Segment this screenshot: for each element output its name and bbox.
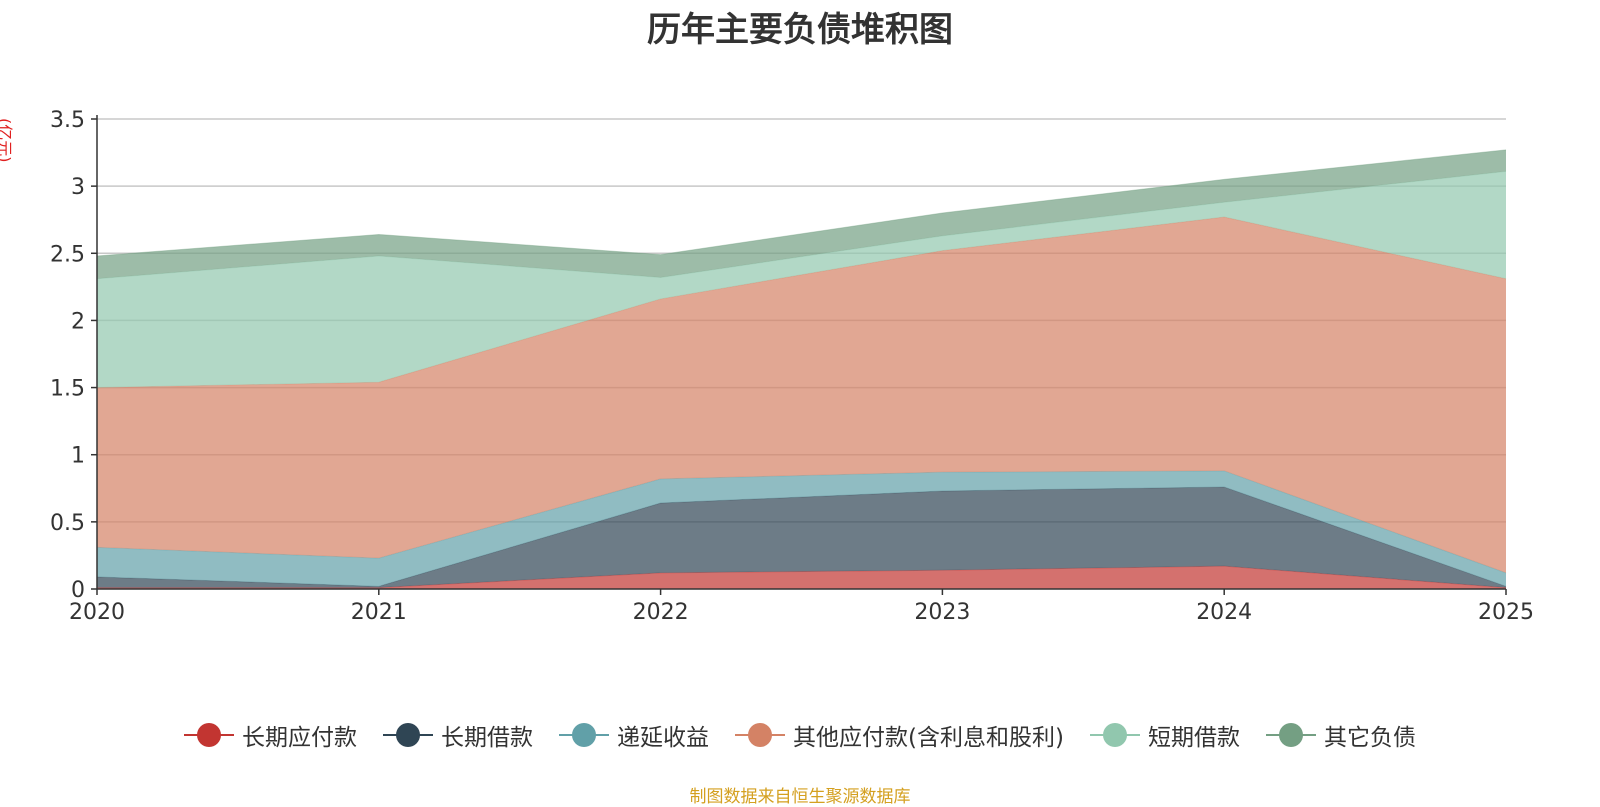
legend-item[interactable]: 其他应付款(含利息和股利) — [735, 718, 1064, 752]
legend-item[interactable]: 长期借款 — [383, 718, 533, 752]
legend-label: 短期借款 — [1147, 725, 1240, 751]
legend-label: 长期借款 — [441, 725, 534, 751]
x-tick-label: 2022 — [633, 600, 689, 625]
y-tick-label: 0.5 — [50, 511, 85, 536]
legend-item[interactable]: 长期应付款 — [184, 718, 357, 752]
y-tick-label: 2 — [71, 309, 85, 334]
y-tick-label: 1 — [71, 444, 85, 469]
x-tick-label: 2025 — [1478, 600, 1534, 625]
legend-label: 其他应付款(含利息和股利) — [793, 725, 1064, 751]
y-tick-label: 3.5 — [50, 108, 85, 133]
x-tick-label: 2024 — [1196, 600, 1252, 625]
area-line-series-6 — [96, 149, 1507, 257]
legend-marker-icon — [184, 722, 235, 748]
legend: 长期应付款 长期借款 递延收益 其他应付款(含利息和股利) 短期借款 其它负债 — [0, 718, 1600, 752]
legend-marker-icon — [1265, 722, 1316, 748]
y-tick-label: 3 — [71, 175, 85, 200]
legend-marker-icon — [1089, 722, 1140, 748]
legend-item[interactable]: 递延收益 — [559, 718, 709, 752]
area-series-1 — [97, 566, 1506, 589]
axes: 0 0.5 1 1.5 2 2.5 3 3.5 2020 2021 2022 2023 2024 2025 — [50, 108, 1534, 625]
area-series-3 — [97, 470, 1506, 587]
area-series-6 — [97, 149, 1506, 279]
area-series — [96, 149, 1507, 589]
source-note: 制图数据来自恒生聚源数据库 — [689, 787, 911, 807]
x-tick-label: 2021 — [351, 600, 407, 625]
legend-item[interactable]: 短期借款 — [1089, 718, 1240, 752]
legend-label: 递延收益 — [617, 725, 710, 751]
x-tick-label: 2023 — [914, 600, 970, 625]
legend-marker-icon — [383, 722, 434, 748]
legend-marker-icon — [559, 722, 610, 748]
legend-label: 其它负债 — [1323, 725, 1416, 751]
x-tick-label: 2020 — [69, 600, 125, 625]
legend-label: 长期应付款 — [242, 725, 358, 751]
legend-item[interactable]: 其它负债 — [1265, 718, 1416, 752]
chart-title: 历年主要负债堆积图 — [647, 10, 953, 50]
y-tick-label: 1.5 — [50, 377, 85, 402]
area-series-5 — [97, 171, 1506, 388]
legend-marker-icon — [735, 722, 786, 748]
area-series-4 — [97, 217, 1506, 573]
y-tick-label: 0 — [71, 578, 85, 603]
area-series-2 — [97, 486, 1506, 588]
y-tick-label: 2.5 — [50, 242, 85, 267]
